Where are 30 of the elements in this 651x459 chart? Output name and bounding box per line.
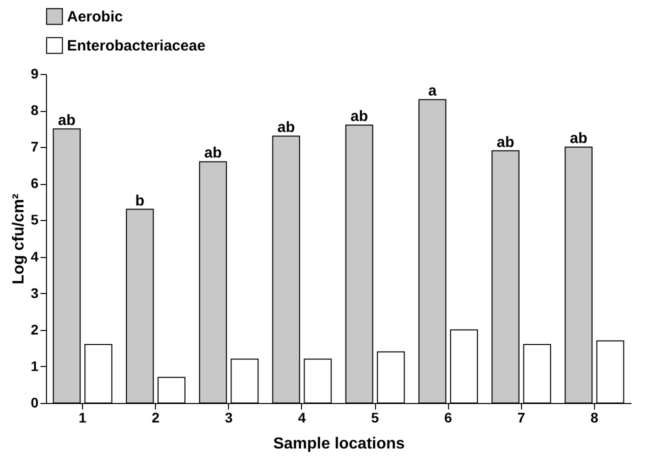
legend-label: Aerobic bbox=[67, 8, 123, 26]
x-tick-label: 4 bbox=[298, 410, 306, 426]
annotation: a bbox=[428, 82, 438, 100]
y-axis-title: Log cfu/cm² bbox=[10, 194, 28, 284]
x-tick-label: 5 bbox=[371, 410, 380, 426]
annotation: b bbox=[135, 192, 144, 210]
x-tick-label: 8 bbox=[590, 410, 599, 426]
y-tick-label: 0 bbox=[30, 394, 39, 410]
annotation: ab bbox=[204, 144, 222, 162]
y-tick-label: 7 bbox=[30, 138, 39, 155]
annotation: ab bbox=[58, 112, 76, 129]
x-tick-label: 2 bbox=[152, 410, 160, 426]
x-axis-title: Sample locations bbox=[273, 436, 405, 452]
annotation: ab bbox=[350, 108, 368, 126]
x-tick-label: 6 bbox=[444, 410, 452, 426]
y-tick-label: 8 bbox=[30, 102, 39, 118]
x-tick-label: 3 bbox=[224, 410, 233, 426]
x-tick-label: 7 bbox=[517, 410, 526, 426]
annotation: ab bbox=[496, 134, 514, 151]
y-tick-label: 1 bbox=[30, 358, 39, 374]
y-tick-label: 6 bbox=[30, 175, 39, 192]
y-tick-label: 3 bbox=[30, 284, 39, 301]
legend-label: Enterobacteriaceae bbox=[67, 38, 206, 54]
y-tick-label: 2 bbox=[30, 321, 39, 338]
y-tick-label: 5 bbox=[30, 212, 39, 228]
annotation: ab bbox=[277, 119, 295, 136]
annotation: ab bbox=[570, 130, 588, 148]
y-tick-label: 4 bbox=[30, 248, 39, 264]
y-tick-label: 9 bbox=[30, 66, 39, 82]
x-tick-label: 1 bbox=[78, 410, 87, 426]
